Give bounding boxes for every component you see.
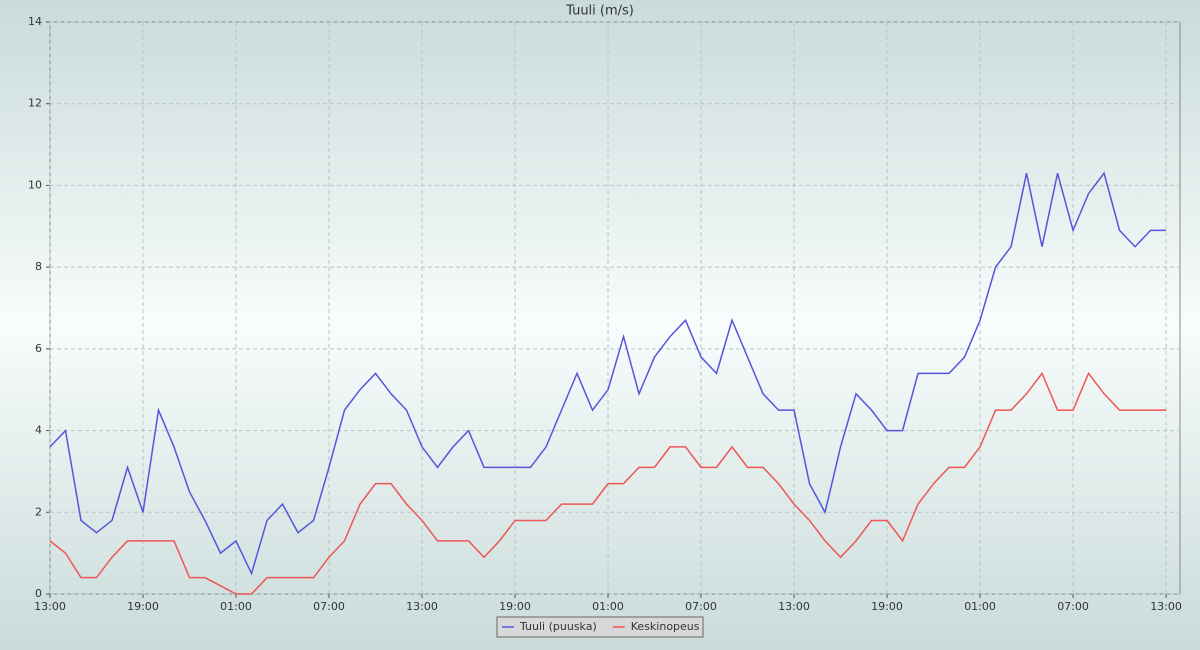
x-tick-label: 01:00 [220,600,252,613]
legend-label: Tuuli (puuska) [519,620,597,633]
x-tick-label: 13:00 [778,600,810,613]
y-tick-label: 6 [35,342,42,355]
x-tick-label: 19:00 [127,600,159,613]
x-tick-label: 13:00 [406,600,438,613]
y-tick-label: 4 [35,424,42,437]
x-tick-label: 19:00 [871,600,903,613]
x-tick-label: 13:00 [1150,600,1182,613]
x-tick-label: 01:00 [592,600,624,613]
y-tick-label: 0 [35,587,42,600]
legend: Tuuli (puuska) Keskinopeus [496,616,704,638]
series-line [49,171,1167,576]
x-tick-label: 01:00 [964,600,996,613]
x-tick-label: 07:00 [313,600,345,613]
y-tick-label: 2 [35,505,42,518]
x-tick-label: 07:00 [1057,600,1089,613]
y-tick-label: 14 [28,15,42,28]
series-line [49,371,1167,595]
plot-area [49,21,1181,595]
y-tick-label: 8 [35,260,42,273]
legend-label: Keskinopeus [631,620,700,633]
x-tick-label: 13:00 [34,600,66,613]
y-tick-label: 10 [28,178,42,191]
chart-title: Tuuli (m/s) [565,4,634,19]
y-tick-label: 12 [28,97,42,110]
x-tick-label: 07:00 [685,600,717,613]
x-tick-label: 19:00 [499,600,531,613]
legend-box [496,616,704,638]
